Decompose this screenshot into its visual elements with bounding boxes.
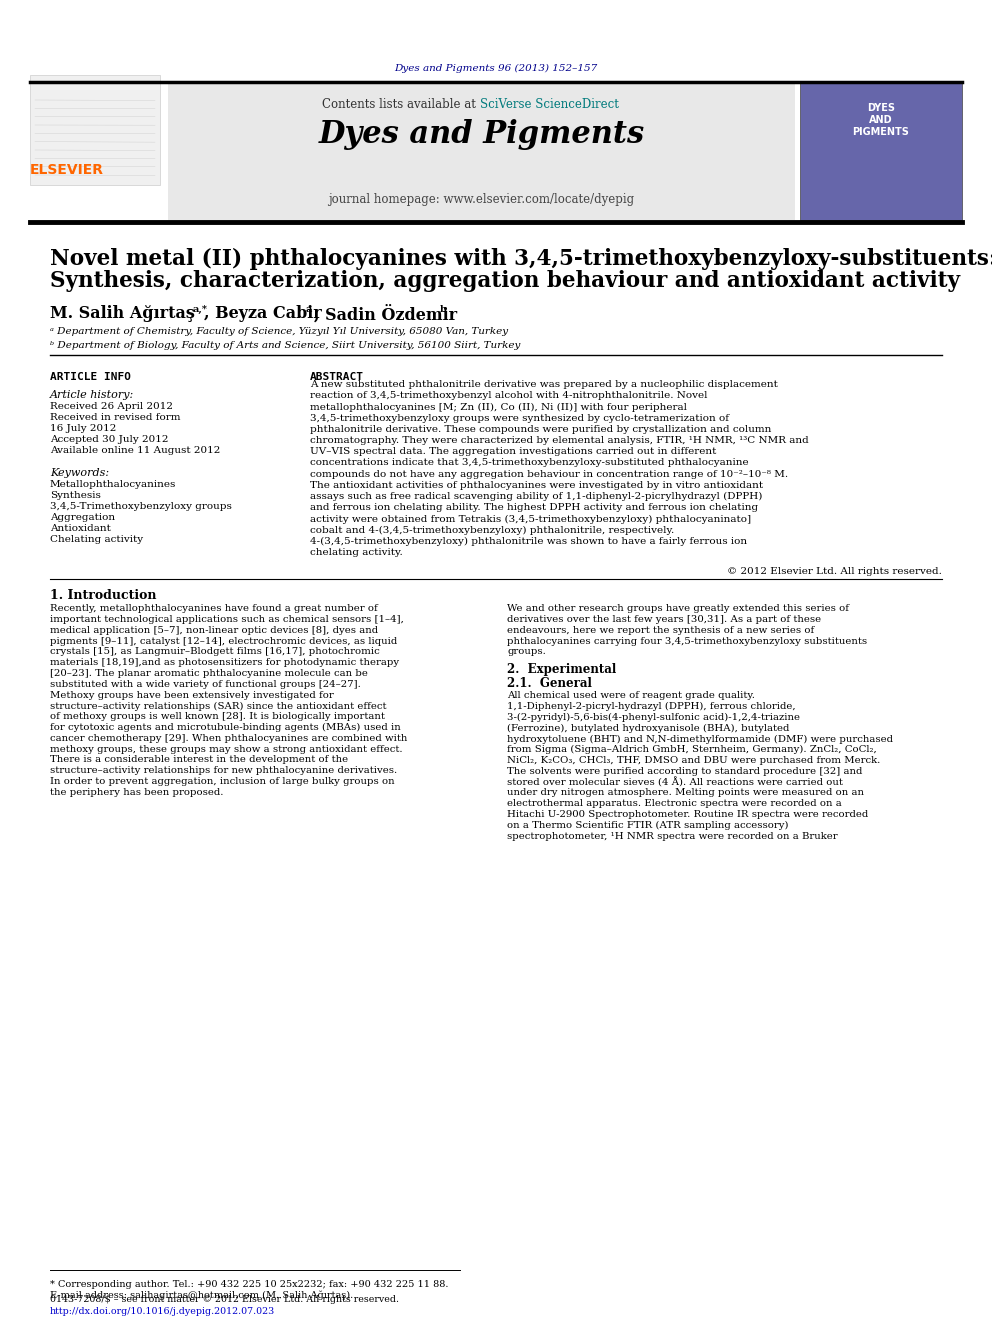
Text: Accepted 30 July 2012: Accepted 30 July 2012 [50, 435, 169, 445]
Text: Synthesis, characterization, aggregation behaviour and antioxidant activity: Synthesis, characterization, aggregation… [50, 270, 960, 292]
Bar [30, 82, 168, 220]
Text: , Beyza Cabir: , Beyza Cabir [204, 306, 321, 321]
Text: DYES
AND
PIGMENTS: DYES AND PIGMENTS [852, 103, 910, 136]
Text: the periphery has been proposed.: the periphery has been proposed. [50, 787, 223, 796]
Text: [20–23]. The planar aromatic phthalocyanine molecule can be: [20–23]. The planar aromatic phthalocyan… [50, 669, 368, 677]
Text: The antioxidant activities of phthalocyanines were investigated by in vitro anti: The antioxidant activities of phthalocya… [310, 480, 763, 490]
Text: electrothermal apparatus. Electronic spectra were recorded on a: electrothermal apparatus. Electronic spe… [507, 799, 842, 808]
Text: Received in revised form: Received in revised form [50, 413, 181, 422]
Bar [30, 75, 160, 185]
Text: There is a considerable interest in the development of the: There is a considerable interest in the … [50, 755, 348, 765]
Text: UV–VIS spectral data. The aggregation investigations carried out in different: UV–VIS spectral data. The aggregation in… [310, 447, 716, 456]
Text: A new substituted phthalonitrile derivative was prepared by a nucleophilic displ: A new substituted phthalonitrile derivat… [310, 380, 778, 389]
Text: Dyes and Pigments: Dyes and Pigments [318, 119, 645, 151]
Text: Methoxy groups have been extensively investigated for: Methoxy groups have been extensively inv… [50, 691, 333, 700]
Text: chelating activity.: chelating activity. [310, 548, 403, 557]
Text: Synthesis: Synthesis [50, 491, 101, 500]
Text: chromatography. They were characterized by elemental analysis, FTIR, ¹H NMR, ¹³C: chromatography. They were characterized … [310, 437, 808, 445]
Text: on a Thermo Scientific FTIR (ATR sampling accessory): on a Thermo Scientific FTIR (ATR samplin… [507, 820, 789, 830]
Text: phthalocyanines carrying four 3,4,5-trimethoxybenzyloxy substituents: phthalocyanines carrying four 3,4,5-trim… [507, 636, 867, 646]
Text: Contents lists available at: Contents lists available at [322, 98, 480, 111]
Text: concentrations indicate that 3,4,5-trimethoxybenzyloxy-substituted phthalocyanin: concentrations indicate that 3,4,5-trime… [310, 458, 749, 467]
Text: ᵇ Department of Biology, Faculty of Arts and Science, Siirt University, 56100 Si: ᵇ Department of Biology, Faculty of Arts… [50, 341, 521, 351]
Text: Keywords:: Keywords: [50, 468, 109, 478]
Text: M. Salih Ağırtaş: M. Salih Ağırtaş [50, 306, 194, 321]
Text: ELSEVIER: ELSEVIER [30, 163, 104, 177]
Text: NiCl₂, K₂CO₃, CHCl₃, THF, DMSO and DBU were purchased from Merck.: NiCl₂, K₂CO₃, CHCl₃, THF, DMSO and DBU w… [507, 755, 880, 765]
Text: * Corresponding author. Tel.: +90 432 225 10 25x2232; fax: +90 432 225 11 88.: * Corresponding author. Tel.: +90 432 22… [50, 1279, 448, 1289]
Text: compounds do not have any aggregation behaviour in concentration range of 10⁻²–1: compounds do not have any aggregation be… [310, 470, 788, 479]
Text: structure–activity relationships (SAR) since the antioxidant effect: structure–activity relationships (SAR) s… [50, 701, 387, 710]
Text: 3-(2-pyridyl)-5,6-bis(4-phenyl-sulfonic acid)-1,2,4-triazine: 3-(2-pyridyl)-5,6-bis(4-phenyl-sulfonic … [507, 713, 800, 722]
Text: http://dx.doi.org/10.1016/j.dyepig.2012.07.023: http://dx.doi.org/10.1016/j.dyepig.2012.… [50, 1307, 275, 1316]
Text: 1. Introduction: 1. Introduction [50, 589, 157, 602]
Text: In order to prevent aggregation, inclusion of large bulky groups on: In order to prevent aggregation, inclusi… [50, 777, 395, 786]
Text: materials [18,19],and as photosensitizers for photodynamic therapy: materials [18,19],and as photosensitizer… [50, 659, 399, 667]
Text: Article history:: Article history: [50, 390, 134, 400]
Text: 3,4,5-trimethoxybenzyloxy groups were synthesized by cyclo-tetramerization of: 3,4,5-trimethoxybenzyloxy groups were sy… [310, 414, 729, 422]
Text: (Ferrozine), butylated hydroxyanisole (BHA), butylated: (Ferrozine), butylated hydroxyanisole (B… [507, 724, 790, 733]
Text: derivatives over the last few years [30,31]. As a part of these: derivatives over the last few years [30,… [507, 615, 821, 624]
Text: a: a [306, 306, 312, 314]
Text: groups.: groups. [507, 647, 546, 656]
Text: journal homepage: www.elsevier.com/locate/dyepig: journal homepage: www.elsevier.com/locat… [328, 193, 635, 206]
Text: Chelating activity: Chelating activity [50, 534, 143, 544]
Text: stored over molecular sieves (4 Å). All reactions were carried out: stored over molecular sieves (4 Å). All … [507, 778, 843, 789]
Text: spectrophotometer, ¹H NMR spectra were recorded on a Bruker: spectrophotometer, ¹H NMR spectra were r… [507, 832, 837, 840]
Text: 16 July 2012: 16 July 2012 [50, 423, 116, 433]
Text: The solvents were purified according to standard procedure [32] and: The solvents were purified according to … [507, 767, 862, 775]
Text: Dyes and Pigments 96 (2013) 152–157: Dyes and Pigments 96 (2013) 152–157 [395, 64, 597, 73]
Text: phthalonitrile derivative. These compounds were purified by crystallization and : phthalonitrile derivative. These compoun… [310, 425, 772, 434]
Text: 2.  Experimental: 2. Experimental [507, 663, 616, 676]
Text: endeavours, here we report the synthesis of a new series of: endeavours, here we report the synthesis… [507, 626, 814, 635]
Text: Novel metal (II) phthalocyanines with 3,4,5-trimethoxybenzyloxy-substituents:: Novel metal (II) phthalocyanines with 3,… [50, 247, 992, 270]
Text: Metallophthalocyanines: Metallophthalocyanines [50, 480, 177, 490]
Text: under dry nitrogen atmosphere. Melting points were measured on an: under dry nitrogen atmosphere. Melting p… [507, 789, 864, 798]
Text: hydroxytoluene (BHT) and N,N-dimethylformamide (DMF) were purchased: hydroxytoluene (BHT) and N,N-dimethylfor… [507, 734, 893, 744]
Text: 1,1-Diphenyl-2-picryl-hydrazyl (DPPH), ferrous chloride,: 1,1-Diphenyl-2-picryl-hydrazyl (DPPH), f… [507, 703, 796, 712]
Text: of methoxy groups is well known [28]. It is biologically important: of methoxy groups is well known [28]. It… [50, 712, 385, 721]
Text: medical application [5–7], non-linear optic devices [8], dyes and: medical application [5–7], non-linear op… [50, 626, 378, 635]
Text: metallophthalocyanines [M; Zn (II), Co (II), Ni (II)] with four peripheral: metallophthalocyanines [M; Zn (II), Co (… [310, 402, 687, 411]
Text: a,*: a,* [193, 306, 208, 314]
Text: 3,4,5-Trimethoxybenzyloxy groups: 3,4,5-Trimethoxybenzyloxy groups [50, 501, 232, 511]
Text: © 2012 Elsevier Ltd. All rights reserved.: © 2012 Elsevier Ltd. All rights reserved… [727, 568, 942, 577]
Text: for cytotoxic agents and microtubule-binding agents (MBAs) used in: for cytotoxic agents and microtubule-bin… [50, 722, 401, 732]
Text: E-mail address: salihagirtas@hotmail.com (M. Salih Ağırtaş).: E-mail address: salihagirtas@hotmail.com… [50, 1291, 353, 1301]
Text: assays such as free radical scavenging ability of 1,1-diphenyl-2-picrylhydrazyl : assays such as free radical scavenging a… [310, 492, 763, 501]
Text: and ferrous ion chelating ability. The highest DPPH activity and ferrous ion che: and ferrous ion chelating ability. The h… [310, 503, 758, 512]
Text: methoxy groups, these groups may show a strong antioxidant effect.: methoxy groups, these groups may show a … [50, 745, 403, 754]
Text: ARTICLE INFO: ARTICLE INFO [50, 372, 131, 382]
Text: Recently, metallophthalocyanines have found a great number of: Recently, metallophthalocyanines have fo… [50, 605, 378, 613]
Bar [168, 83, 795, 220]
Text: 4-(3,4,5-trimethoxybenzyloxy) phthalonitrile was shown to have a fairly ferrous : 4-(3,4,5-trimethoxybenzyloxy) phthalonit… [310, 537, 747, 546]
Text: 2.1.  General: 2.1. General [507, 677, 592, 691]
Text: 0143-7208/$ – see front matter © 2012 Elsevier Ltd. All rights reserved.: 0143-7208/$ – see front matter © 2012 El… [50, 1295, 399, 1304]
Text: , Sadin Özdemir: , Sadin Özdemir [314, 306, 457, 323]
Text: crystals [15], as Langmuir–Blodgett films [16,17], photochromic: crystals [15], as Langmuir–Blodgett film… [50, 647, 380, 656]
Text: from Sigma (Sigma–Aldrich GmbH, Sternheim, Germany). ZnCl₂, CoCl₂,: from Sigma (Sigma–Aldrich GmbH, Sternhei… [507, 745, 877, 754]
Bar [800, 82, 962, 220]
Text: We and other research groups have greatly extended this series of: We and other research groups have greatl… [507, 605, 849, 613]
Text: b: b [440, 306, 446, 314]
Text: activity were obtained from Tetrakis (3,4,5-trimethoxybenzyloxy) phthalocyaninat: activity were obtained from Tetrakis (3,… [310, 515, 751, 524]
Text: important technological applications such as chemical sensors [1–4],: important technological applications suc… [50, 615, 404, 624]
Text: Available online 11 August 2012: Available online 11 August 2012 [50, 446, 220, 455]
Text: structure–activity relationships for new phthalocyanine derivatives.: structure–activity relationships for new… [50, 766, 397, 775]
Text: SciVerse ScienceDirect: SciVerse ScienceDirect [480, 98, 619, 111]
Text: Antioxidant: Antioxidant [50, 524, 111, 533]
Text: cancer chemotherapy [29]. When phthalocyanines are combined with: cancer chemotherapy [29]. When phthalocy… [50, 734, 408, 742]
Text: pigments [9–11], catalyst [12–14], electrochromic devices, as liquid: pigments [9–11], catalyst [12–14], elect… [50, 636, 397, 646]
Text: Aggregation: Aggregation [50, 513, 115, 523]
Text: ᵃ Department of Chemistry, Faculty of Science, Yüzyıl Yıl University, 65080 Van,: ᵃ Department of Chemistry, Faculty of Sc… [50, 327, 508, 336]
Text: Received 26 April 2012: Received 26 April 2012 [50, 402, 173, 411]
Text: cobalt and 4-(3,4,5-trimethoxybenzyloxy) phthalonitrile, respectively.: cobalt and 4-(3,4,5-trimethoxybenzyloxy)… [310, 525, 675, 534]
Text: substituted with a wide variety of functional groups [24–27].: substituted with a wide variety of funct… [50, 680, 361, 689]
Text: ABSTRACT: ABSTRACT [310, 372, 364, 382]
Text: All chemical used were of reagent grade quality.: All chemical used were of reagent grade … [507, 691, 755, 700]
Text: reaction of 3,4,5-trimethoxybenzyl alcohol with 4-nitrophthalonitrile. Novel: reaction of 3,4,5-trimethoxybenzyl alcoh… [310, 392, 707, 400]
Text: Hitachi U-2900 Spectrophotometer. Routine IR spectra were recorded: Hitachi U-2900 Spectrophotometer. Routin… [507, 810, 868, 819]
